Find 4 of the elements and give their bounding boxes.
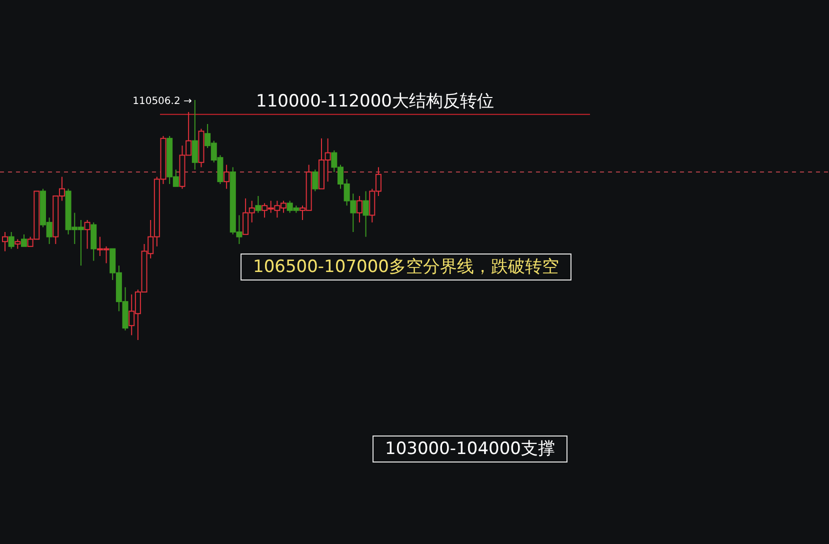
annotation: 110506.2 → xyxy=(132,96,192,107)
annotation: 106500-107000多空分界线，跌破转空 xyxy=(253,257,559,277)
text: 103000-104000支撑 xyxy=(385,439,555,459)
ref-line-label: 110000-112000大结构反转位 xyxy=(256,91,494,112)
